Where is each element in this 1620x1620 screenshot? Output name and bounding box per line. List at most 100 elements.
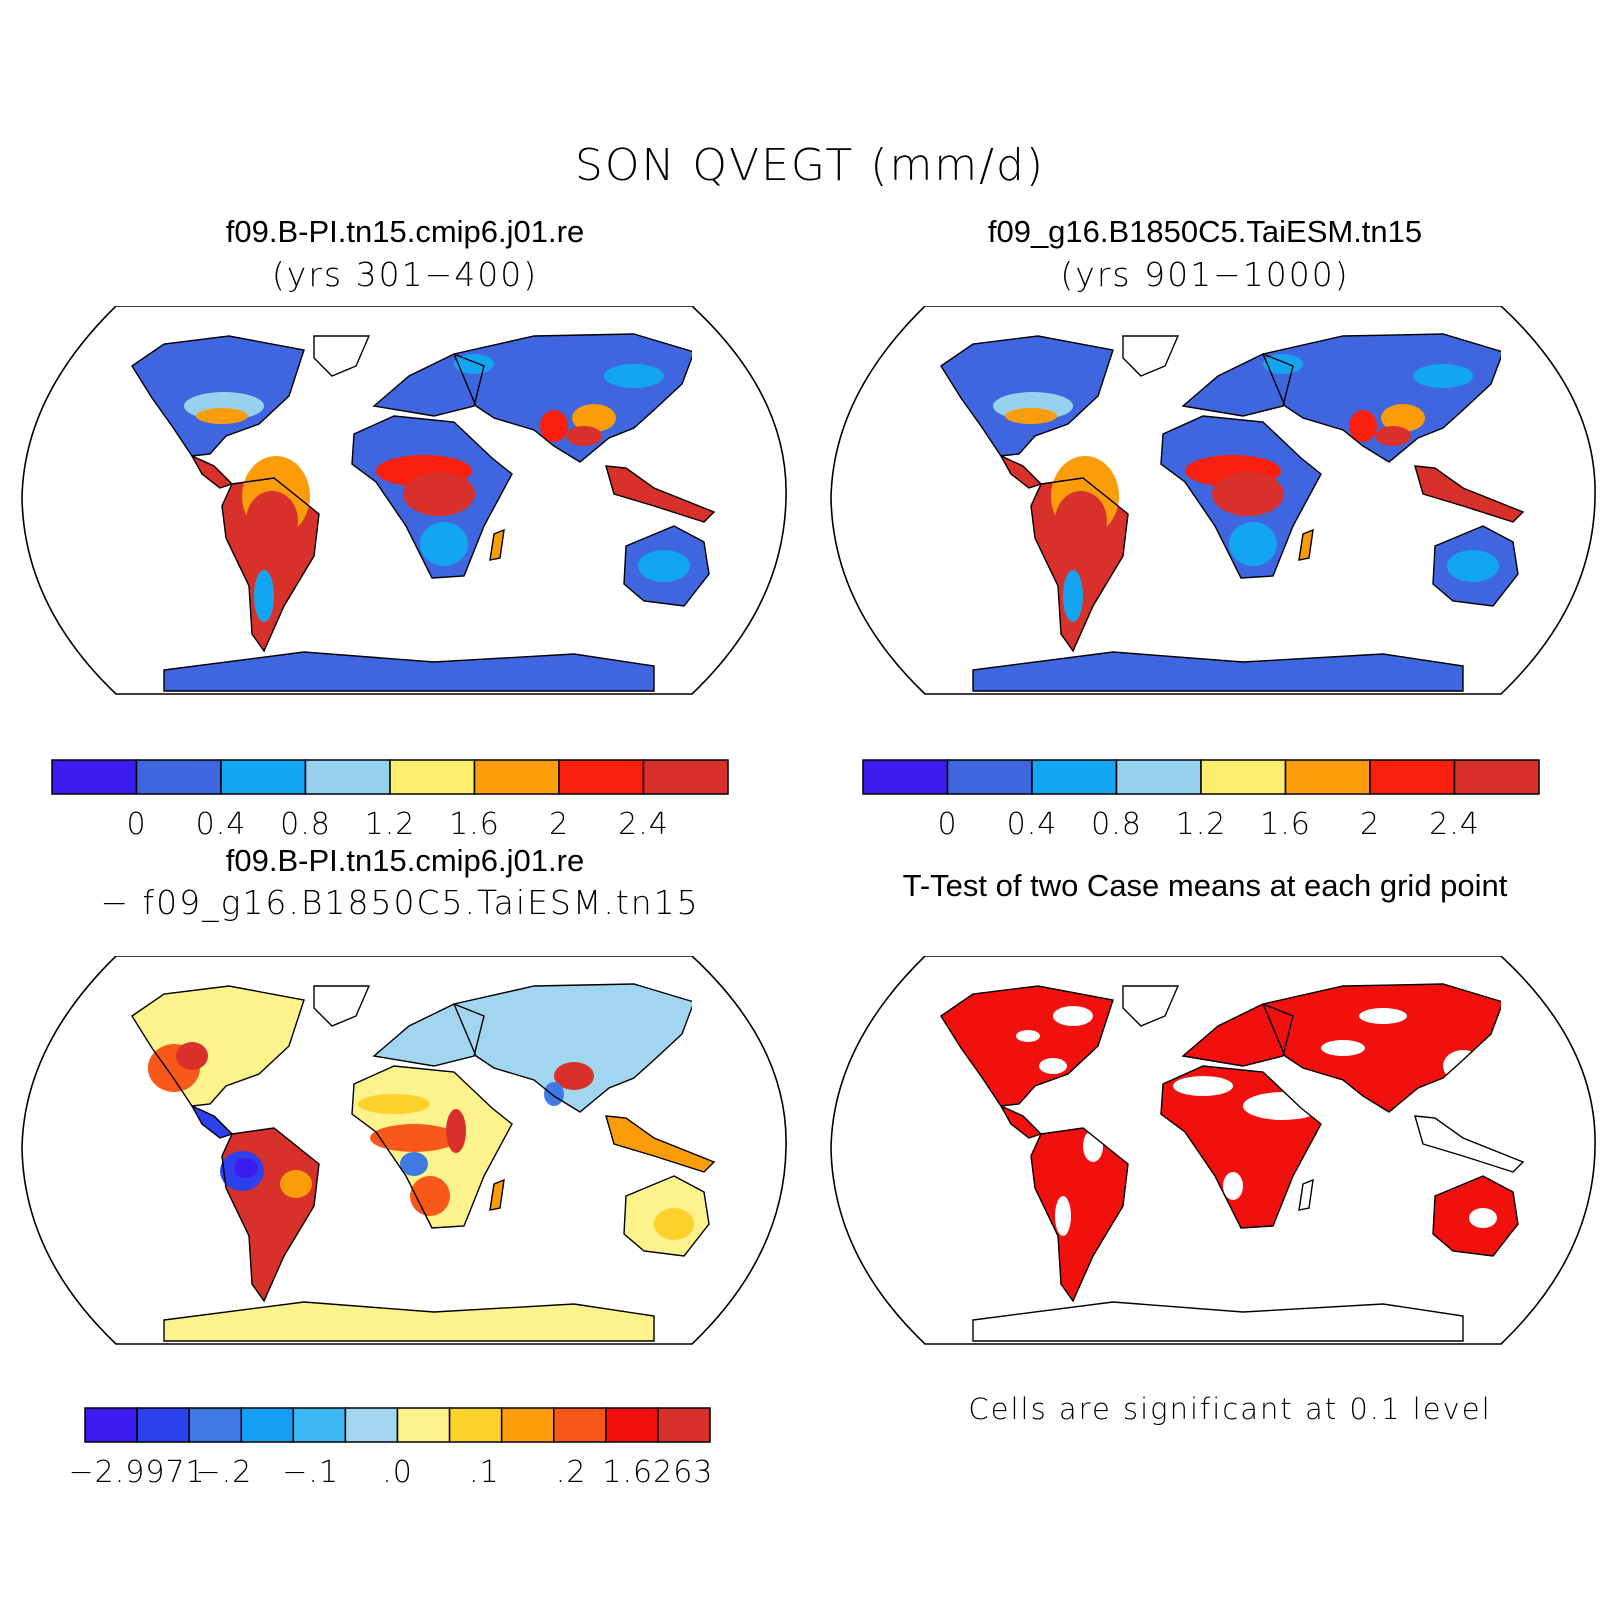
coastline-australia	[1432, 525, 1519, 607]
colorbar-box	[500, 1407, 555, 1443]
colorbar-tick-label: .0	[382, 1455, 413, 1490]
continent-antarctica	[164, 1302, 654, 1341]
shading-region	[1039, 1058, 1067, 1074]
colorbar-box	[188, 1407, 243, 1443]
coastline-camerica	[190, 454, 234, 489]
coastline-camerica	[999, 1104, 1043, 1139]
shading-region	[1243, 1092, 1323, 1120]
shading-region	[196, 408, 248, 424]
colorbar-tick-label: −.1	[282, 1455, 339, 1490]
colorbar-box	[292, 1407, 347, 1443]
colorbar-box	[1200, 759, 1287, 795]
panel-4-title: T-Test of two Case means at each grid po…	[902, 868, 1508, 903]
continent-samerica	[1031, 1128, 1128, 1301]
colorbar-tick-label: 1.6	[449, 807, 500, 842]
shading-region	[1212, 472, 1284, 516]
colorbar-box	[558, 759, 645, 795]
shading-region	[566, 426, 602, 446]
colorbar-tick-label: 1.6	[1260, 807, 1311, 842]
shading-region	[358, 1094, 430, 1114]
colorbar-tick-label: 1.2	[365, 807, 416, 842]
colorbar-box	[1115, 759, 1202, 795]
shading-region	[474, 1010, 594, 1042]
colorbar-box	[136, 1407, 190, 1443]
panel-2-subtitle: (yrs 901−1000)	[1060, 255, 1350, 294]
coastline-samerica	[221, 477, 320, 653]
shading-region	[1349, 410, 1377, 442]
colorbar-box	[657, 1407, 711, 1443]
continent-antarctica	[973, 652, 1463, 691]
coastline-antarctica	[163, 651, 655, 692]
shading-region	[1223, 1172, 1243, 1200]
coastline-namerica	[131, 335, 305, 457]
colorbar-box	[389, 759, 476, 795]
coastline-asia	[453, 983, 695, 1113]
continent-camerica	[192, 456, 232, 488]
coastline-samerica	[1030, 477, 1129, 653]
shading-region	[1413, 364, 1473, 388]
continent-camerica	[1001, 456, 1041, 488]
colorbar-tick-label: 1.2	[1176, 807, 1227, 842]
coastline-seasia	[605, 1115, 716, 1173]
coastline-asia	[1262, 333, 1504, 463]
coastline-africa	[351, 1065, 513, 1229]
coastline-antarctica	[972, 1301, 1464, 1342]
coastline-greenland	[1122, 985, 1180, 1027]
shading-region	[1005, 408, 1057, 424]
shading-region	[554, 1062, 594, 1090]
coastline-madagascar	[1298, 528, 1314, 561]
coastline-namerica	[940, 335, 1114, 457]
shading-region	[370, 1124, 458, 1152]
map-outline	[21, 956, 787, 1345]
coastline-greenland	[313, 335, 371, 377]
colorbar-box	[240, 1407, 295, 1443]
shading-region	[1063, 570, 1083, 622]
colorbar-tick-label: 2.4	[1429, 807, 1480, 842]
colorbar-box	[1284, 759, 1371, 795]
panel-2-title: f09_g16.B1850C5.TaiESM.tn15	[987, 214, 1423, 249]
shading-region	[246, 491, 298, 551]
map-panel-4	[830, 956, 1596, 1356]
coastline-seasia	[1414, 1115, 1525, 1173]
colorbar-box	[51, 759, 138, 795]
colorbar-box	[553, 1407, 607, 1443]
panel-1-subtitle: (yrs 301−400)	[271, 255, 539, 294]
colorbar-box	[344, 1407, 399, 1443]
colorbar-box	[1453, 759, 1540, 795]
shading-region	[1229, 522, 1277, 566]
continent-asia	[1263, 984, 1503, 1112]
colorbar-panel-1: 0 0.4 0.8 1.2 1.6 2 2.4	[51, 759, 729, 842]
colorbar-box	[135, 759, 222, 795]
shading-region	[540, 410, 568, 442]
shading-region	[234, 1158, 258, 1178]
coastline-antarctica	[972, 651, 1464, 692]
colorbar-tick-label: 0	[937, 807, 957, 842]
shading-region	[1447, 550, 1499, 582]
coastline-madagascar	[489, 528, 505, 561]
shading-region	[280, 1170, 312, 1198]
continent-camerica	[192, 1106, 232, 1138]
colorbar-tick-label: 2	[1360, 807, 1380, 842]
colorbar-box	[1369, 759, 1456, 795]
shading-region	[410, 1176, 450, 1216]
shading-region	[604, 364, 664, 388]
coastline-asia	[1262, 983, 1504, 1113]
coastline-africa	[351, 415, 513, 579]
colorbar-box	[220, 759, 307, 795]
coastline-europe	[372, 1003, 485, 1067]
shading-region	[1083, 1130, 1103, 1162]
continent-antarctica	[973, 1302, 1463, 1341]
colorbar-tick-label: .2	[556, 1455, 587, 1490]
map-outline	[830, 956, 1596, 1345]
coastline-samerica	[1030, 1127, 1129, 1303]
colorbar-tick-label: 1.6263	[602, 1455, 713, 1490]
colorbar-tick-label: 0	[126, 807, 146, 842]
coastline-australia	[623, 525, 710, 607]
colorbar-tick-label: 0.8	[280, 807, 331, 842]
continent-camerica	[1001, 1106, 1041, 1138]
continent-europe	[1183, 354, 1293, 416]
coastline-europe	[1181, 1003, 1294, 1067]
panel-4-note: Cells are significant at 0.1 level	[968, 1392, 1492, 1426]
panel-1-title: f09.B-PI.tn15.cmip6.j01.re	[225, 214, 585, 249]
shading-region	[454, 354, 494, 374]
